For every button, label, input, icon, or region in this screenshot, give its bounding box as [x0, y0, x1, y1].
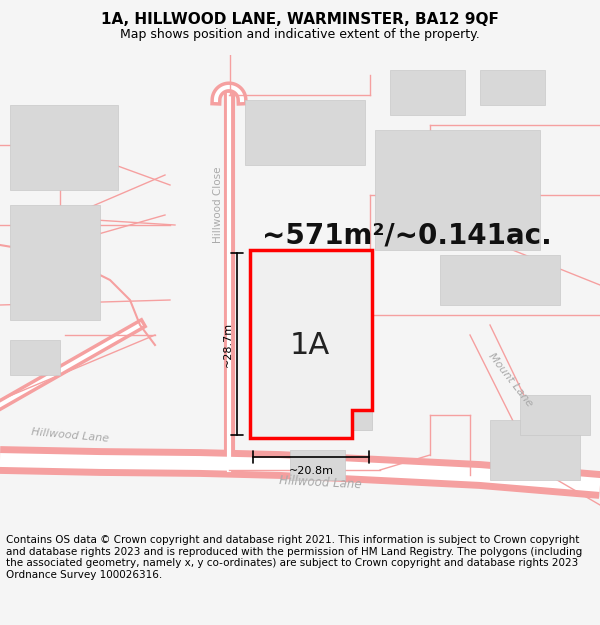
Text: Hillwood Lane: Hillwood Lane [278, 474, 362, 492]
Text: 1A: 1A [290, 331, 330, 359]
Bar [245, 100, 365, 165]
Bar [520, 395, 590, 435]
Bar [490, 420, 580, 480]
Bar [10, 340, 60, 375]
Bar [290, 450, 345, 480]
Text: Hillwood Lane: Hillwood Lane [31, 427, 109, 443]
Text: ~28.7m: ~28.7m [223, 321, 233, 366]
Bar [390, 70, 465, 115]
Bar [480, 70, 545, 105]
Bar [375, 130, 540, 250]
Bar [440, 255, 560, 305]
Bar [10, 205, 100, 320]
Polygon shape [250, 250, 372, 438]
Bar [250, 253, 372, 325]
Text: ~20.8m: ~20.8m [289, 466, 334, 476]
Text: ~571m²/~0.141ac.: ~571m²/~0.141ac. [262, 221, 552, 249]
Bar [250, 355, 372, 430]
Text: Map shows position and indicative extent of the property.: Map shows position and indicative extent… [120, 28, 480, 41]
Text: Contains OS data © Crown copyright and database right 2021. This information is : Contains OS data © Crown copyright and d… [6, 535, 582, 580]
Text: Mount Lane: Mount Lane [486, 351, 534, 409]
Text: Hillwood Close: Hillwood Close [213, 167, 223, 243]
Bar [10, 105, 118, 190]
Text: 1A, HILLWOOD LANE, WARMINSTER, BA12 9QF: 1A, HILLWOOD LANE, WARMINSTER, BA12 9QF [101, 12, 499, 27]
